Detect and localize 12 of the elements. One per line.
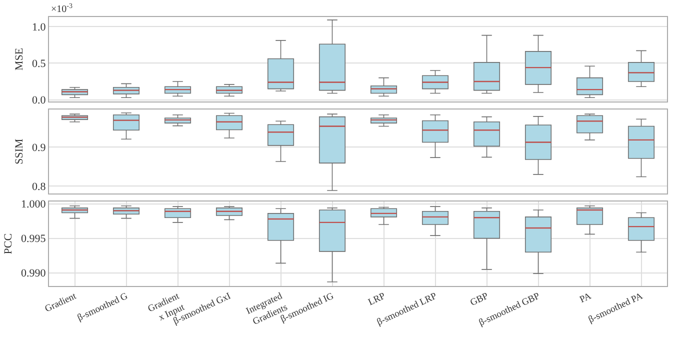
y-tick-label: 0.5 xyxy=(32,58,46,70)
y-tick-label: 0.9 xyxy=(32,142,46,154)
y-tick-label: 0.990 xyxy=(21,268,46,280)
y-tick-label: 1.0 xyxy=(32,21,46,34)
y-tick-label: 0.995 xyxy=(21,233,46,246)
text: ×10$^{-3}$ xyxy=(51,2,73,16)
y-axis-title: SSIM xyxy=(14,138,26,164)
y-tick-label: 0.0 xyxy=(32,94,46,107)
y-axis-title: MSE xyxy=(14,48,26,70)
y-tick-label: 1.000 xyxy=(21,198,46,211)
y-axis-title: PCC xyxy=(2,233,15,254)
y-tick-label: 0.8 xyxy=(32,181,46,194)
